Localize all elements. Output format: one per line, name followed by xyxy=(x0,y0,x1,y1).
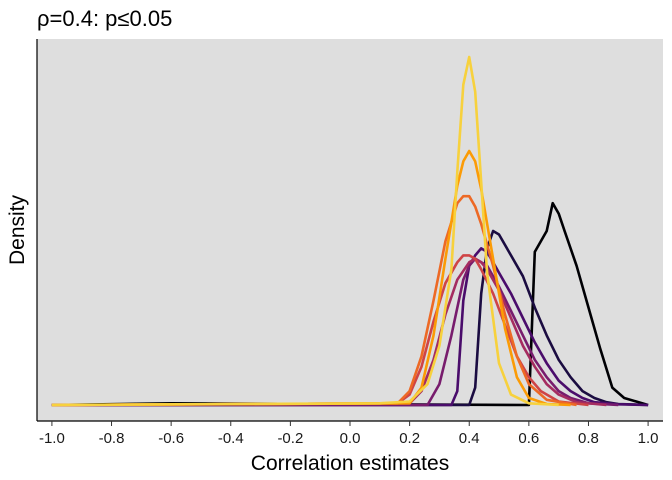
x-tick-label: -0.2 xyxy=(277,430,303,447)
plot-panel xyxy=(37,39,663,421)
x-axis-ticks: -1.0 -0.8 -0.6 -0.4 -0.2 0.0 0.2 0.4 0.6 0.8 1.0 xyxy=(39,421,659,447)
chart-title: ρ=0.4: p≤0.05 xyxy=(37,6,172,31)
x-tick-label: 0.8 xyxy=(578,430,599,447)
density-series-3 xyxy=(51,247,649,407)
density-series-7 xyxy=(51,194,577,407)
x-tick-label: 0.0 xyxy=(340,430,361,447)
x-tick-label: 0.2 xyxy=(399,430,420,447)
y-axis-title: Density xyxy=(6,194,29,265)
density-series-5 xyxy=(51,257,607,407)
x-tick-label: 0.6 xyxy=(518,430,539,447)
x-tick-label: -1.0 xyxy=(39,430,65,447)
x-tick-label: -0.6 xyxy=(158,430,184,447)
density-series-4 xyxy=(51,257,619,407)
series-layer xyxy=(51,55,649,407)
x-tick-label: -0.4 xyxy=(218,430,244,447)
density-series-6 xyxy=(51,254,589,407)
x-tick-label: 0.4 xyxy=(459,430,480,447)
density-series-8 xyxy=(51,149,571,407)
density-series-2 xyxy=(51,229,649,407)
density-series-9 xyxy=(51,55,559,407)
x-axis-title: Correlation estimates xyxy=(251,452,449,475)
x-tick-label: 1.0 xyxy=(638,430,659,447)
x-tick-label: -0.8 xyxy=(99,430,125,447)
